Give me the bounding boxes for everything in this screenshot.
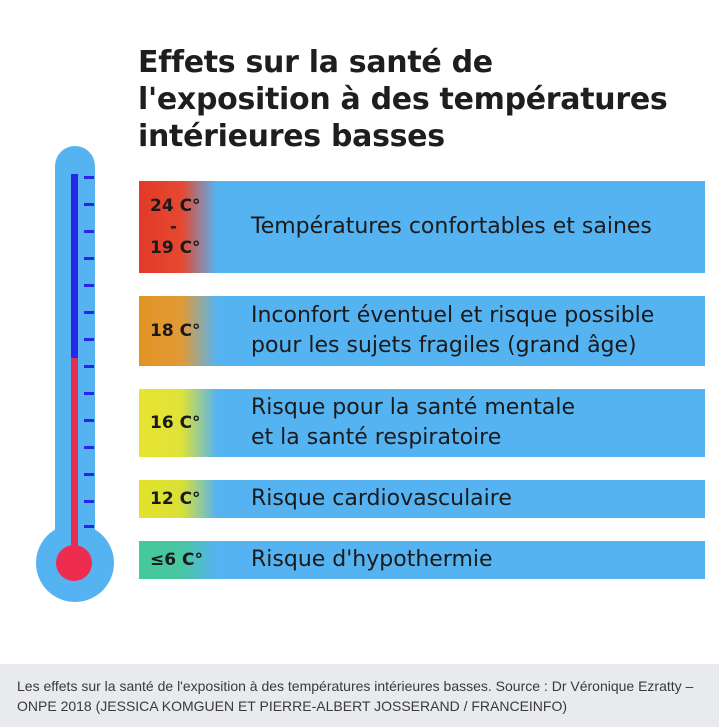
level-description: Risque d'hypothermie: [251, 541, 695, 579]
level-row-comfortable: 24 C° - 19 C° Températures confortables …: [139, 181, 705, 273]
temperature-lower: 19 C°: [150, 237, 201, 258]
level-temperature-badge: 18 C°: [139, 296, 217, 366]
description-line: et la santé respiratoire: [251, 425, 502, 450]
scale-tick: [84, 257, 94, 260]
level-description: Inconfort éventuel et risque possible po…: [251, 296, 695, 366]
scale-tick: [84, 500, 94, 503]
title-line-2: l'exposition à des températures: [138, 82, 668, 117]
thermometer-bulb-core: [56, 545, 92, 581]
thermometer-warm-column: [71, 358, 78, 558]
level-temperature-badge: 24 C° - 19 C°: [139, 181, 217, 273]
level-description: Risque cardiovasculaire: [251, 480, 695, 518]
description-line: pour les sujets fragiles (grand âge): [251, 333, 637, 358]
temperature-upper: 24 C°: [150, 195, 201, 216]
scale-tick: [84, 446, 94, 449]
level-row-18: 18 C° Inconfort éventuel et risque possi…: [139, 296, 705, 366]
level-temperature-badge: 16 C°: [139, 389, 217, 457]
scale-tick: [84, 176, 94, 179]
title-line-1: Effets sur la santé de: [138, 45, 493, 80]
scale-tick: [84, 525, 94, 528]
infographic-title: Effets sur la santé de l'exposition à de…: [138, 44, 708, 155]
caption-text: Les effets sur la santé de l'exposition …: [17, 678, 694, 714]
description-line: Risque d'hypothermie: [251, 547, 493, 572]
level-row-12: 12 C° Risque cardiovasculaire: [139, 480, 705, 518]
title-line-3: intérieures basses: [138, 119, 445, 154]
scale-tick: [84, 338, 94, 341]
image-caption: Les effets sur la santé de l'exposition …: [0, 664, 719, 727]
temperature-value: ≤6 C°: [150, 549, 203, 570]
description-line: Risque pour la santé mentale: [251, 395, 575, 420]
scale-tick: [84, 230, 94, 233]
temperature-value: 18 C°: [150, 320, 201, 341]
scale-tick: [84, 365, 94, 368]
thermometer-cold-column: [71, 174, 78, 358]
scale-tick: [84, 473, 94, 476]
level-description: Températures confortables et saines: [251, 181, 695, 273]
thermometer-illustration: [36, 146, 116, 606]
scale-tick: [84, 419, 94, 422]
infographic-panel: Effets sur la santé de l'exposition à de…: [36, 44, 708, 606]
description-line: Températures confortables et saines: [251, 214, 652, 239]
scale-tick: [84, 284, 94, 287]
scale-tick: [84, 311, 94, 314]
description-line: Inconfort éventuel et risque possible: [251, 303, 655, 328]
scale-tick: [84, 203, 94, 206]
level-temperature-badge: ≤6 C°: [139, 541, 217, 579]
scale-tick: [84, 392, 94, 395]
description-line: Risque cardiovasculaire: [251, 486, 512, 511]
level-temperature-badge: 12 C°: [139, 480, 217, 518]
level-row-6: ≤6 C° Risque d'hypothermie: [139, 541, 705, 579]
temperature-separator: -: [170, 216, 178, 237]
temperature-value: 16 C°: [150, 412, 201, 433]
level-description: Risque pour la santé mentale et la santé…: [251, 389, 695, 457]
level-row-16: 16 C° Risque pour la santé mentale et la…: [139, 389, 705, 457]
temperature-value: 12 C°: [150, 488, 201, 509]
